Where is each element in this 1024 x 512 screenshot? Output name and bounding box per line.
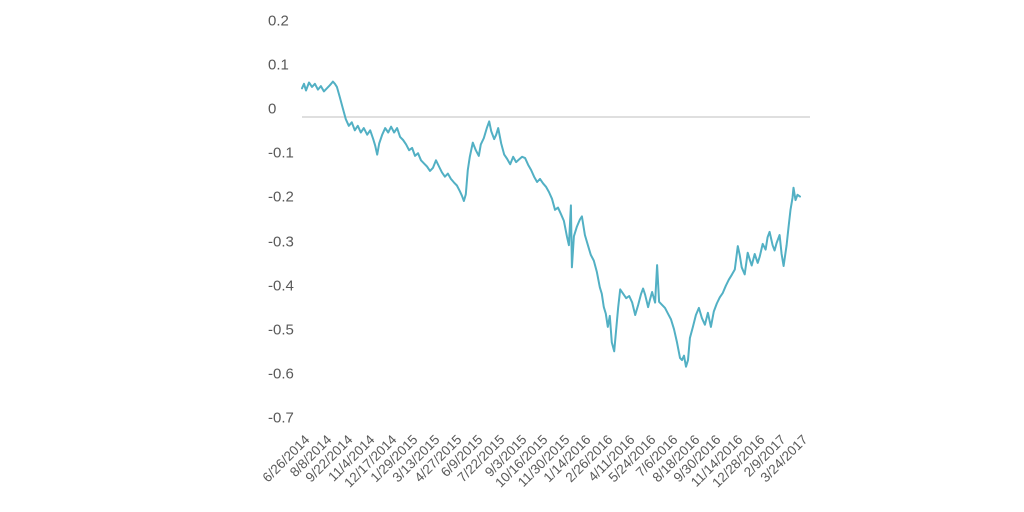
y-tick-label: -0.3 (268, 233, 294, 251)
y-tick-label: 0.1 (268, 56, 289, 74)
y-tick-label: -0.5 (268, 321, 294, 339)
y-tick-label: 0.2 (268, 12, 289, 30)
y-tick-label: -0.7 (268, 409, 294, 427)
y-tick-label: -0.2 (268, 188, 294, 206)
y-tick-label: -0.4 (268, 277, 294, 295)
data-series-line (301, 80, 801, 368)
y-tick-label: 0 (268, 100, 277, 118)
y-tick-label: -0.1 (268, 144, 294, 162)
y-tick-label: -0.6 (268, 365, 294, 383)
